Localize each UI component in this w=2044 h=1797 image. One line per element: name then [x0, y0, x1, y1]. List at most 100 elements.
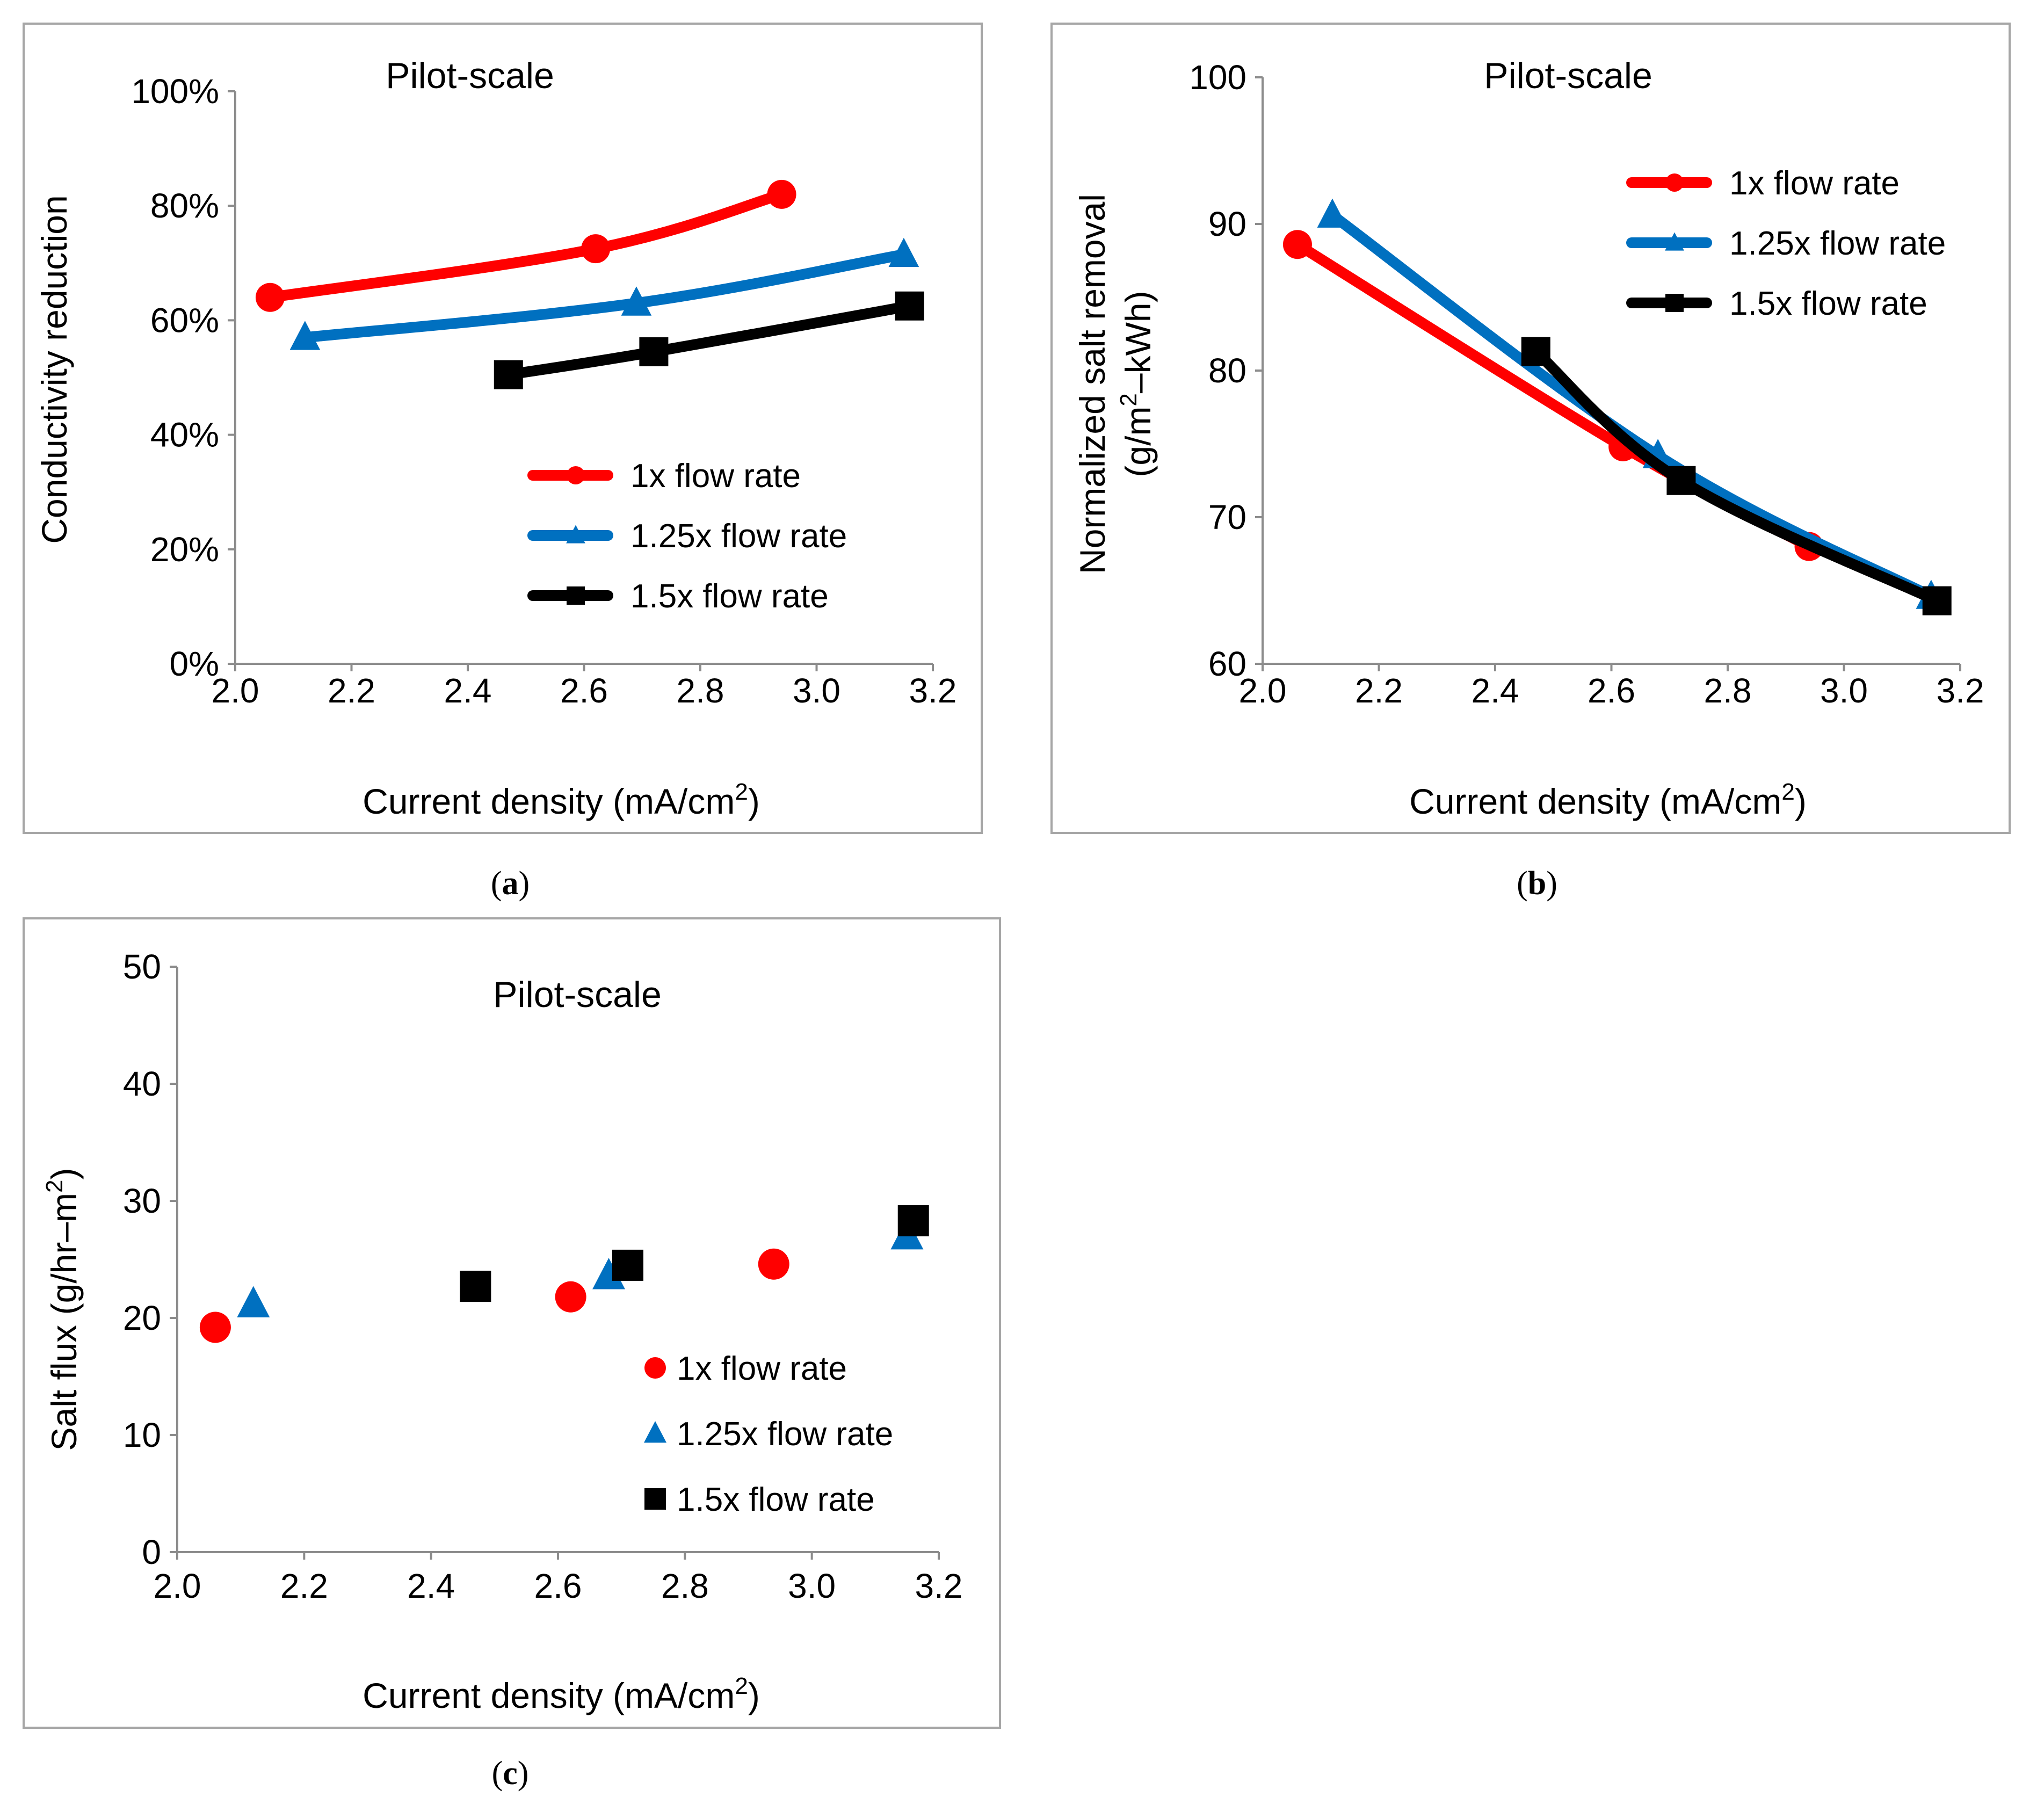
panel-c-series-0-point [758, 1248, 789, 1280]
panel-a-x-tick-label: 2.8 [677, 671, 724, 710]
panel-b-series-2-line [1530, 346, 1942, 606]
panel-b-y-tick-label: 100 [1189, 58, 1246, 97]
panel-b-series-1-point [1317, 198, 1348, 228]
panel-b-legend: 1x flow rate 1.25x flow rate 1.5x flow rat… [1626, 165, 1946, 322]
panel-c-x-tick-label: 2.4 [407, 1567, 455, 1605]
panel-a-series-1-point [888, 237, 919, 267]
panel-a-legend-2-marker [567, 586, 585, 605]
panel-b-series-0-point [1282, 230, 1312, 259]
panel-b-y-tick-label: 90 [1208, 205, 1246, 243]
panel-a-y-tick-label: 100% [131, 72, 219, 111]
panel-a-x-tick-label: 2.6 [560, 671, 608, 710]
panel-a-series-1-point [289, 321, 321, 350]
panel-b-title: Pilot-scale [1484, 55, 1652, 96]
panel-a-series-0-line [264, 189, 787, 303]
panel-b-series-2-point [1922, 586, 1952, 615]
panel-c-legend-0-marker [644, 1357, 666, 1379]
panel-c-xlabel: Current density (mA/cm2) [363, 1673, 760, 1715]
panel-a-y-tick-label: 60% [150, 301, 219, 339]
panel-a-y-tick-label: 40% [150, 416, 219, 454]
panel-c-caption: (c) [492, 1755, 529, 1792]
panel-a-title: Pilot-scale [386, 55, 554, 96]
panel-a-series-2-line [503, 300, 915, 380]
panel-c-series-1-point [237, 1286, 270, 1317]
panel-c-series-0-point [555, 1281, 586, 1313]
panel-c-x-tick-label: 2.8 [661, 1567, 709, 1605]
panel-a-legend-1-marker [566, 525, 585, 544]
panel-c-legend: 1x flow rate 1.25x flow rate 1.5x flow rat… [644, 1350, 893, 1518]
panel-b-x-tick-label: 2.4 [1472, 671, 1519, 710]
panel-b-ylabel-units: (g/m2–kWh) [1115, 291, 1158, 477]
panel-b-x-tick-label: 3.2 [1937, 671, 1984, 710]
panel-a-series-0-point [767, 179, 796, 209]
panel-a-legend-0-label: 1x flow rate [630, 458, 801, 495]
panel-c-legend-2-marker [644, 1488, 666, 1510]
panel-a-x-tick-label: 3.0 [793, 671, 840, 710]
panel-c-x-tick-label: 2.6 [534, 1567, 582, 1605]
panel-a-ylabel: Conductivity reduction [34, 195, 74, 544]
panel-c-legend-2-label: 1.5x flow rate [677, 1481, 875, 1518]
panel-a-x-tick-label: 3.2 [909, 671, 957, 710]
panel-a-series-0-point [581, 234, 611, 264]
panel-a-series-2-point [639, 337, 669, 367]
panel-c-y-tick-label: 10 [123, 1416, 161, 1454]
panel-c-title: Pilot-scale [493, 974, 662, 1015]
panel-b-legend-0-marker [1665, 173, 1684, 192]
panel-a: 2.0 2.2 2.4 2.6 2.8 3.0 3.20%20%40%60%80%100% … [23, 23, 983, 902]
panel-a-caption: (a) [491, 865, 530, 902]
panel-a-legend-2-label: 1.5x flow rate [630, 578, 829, 615]
panel-c-series-0-point [199, 1311, 231, 1343]
panel-c-x-tick-label: 2.0 [154, 1567, 201, 1605]
panel-b-y-tick-label: 60 [1208, 644, 1246, 683]
panel-a-xlabel: Current density (mA/cm2) [363, 779, 760, 821]
panel-c-axes [176, 967, 939, 1553]
panel-a-series-0-point [255, 282, 285, 312]
panel-a-x-tick-label: 2.0 [212, 671, 259, 710]
panel-c-series [199, 1205, 929, 1343]
panel-c-legend-1-label: 1.25x flow rate [677, 1416, 893, 1453]
panel-a-y-tick-label: 20% [150, 530, 219, 569]
panel-c-y-tick-label: 0 [142, 1533, 161, 1571]
panel-a-frame [23, 23, 983, 834]
panel-b: 2.0 2.2 2.4 2.6 2.8 3.0 3.2 60 70 80 90 100 1x flow… [1050, 23, 2011, 902]
panel-b-ticks: 2.0 2.2 2.4 2.6 2.8 3.0 3.2 60 70 80 90 100 [1189, 58, 1984, 710]
panel-b-x-tick-label: 2.8 [1704, 671, 1752, 710]
panel-a-ticks: 2.0 2.2 2.4 2.6 2.8 3.0 3.2 0% 20% 40% 60% 80% 100% [131, 72, 956, 710]
panel-c-series-2-point [460, 1271, 491, 1302]
panel-b-y-tick-label: 70 [1208, 498, 1246, 537]
panel-a-legend-1-label: 1.25x flow rate [630, 518, 847, 555]
panel-b-y-tick-label: 80 [1208, 351, 1246, 390]
panel-b-series-1-line [1327, 209, 1937, 602]
panel-b-series-2-point [1666, 466, 1696, 495]
panel-b-legend-2-label: 1.5x flow rate [1729, 285, 1927, 322]
panel-b-legend-1-marker [1665, 232, 1684, 251]
panel-b-series [1282, 198, 1952, 615]
panel-c-x-tick-label: 3.0 [788, 1567, 836, 1605]
panel-b-x-tick-label: 2.6 [1588, 671, 1635, 710]
panel-a-series-2-point [494, 360, 523, 389]
panel-c-legend-0-label: 1x flow rate [677, 1350, 847, 1387]
panel-a-series-1-point [621, 286, 652, 316]
panel-c-y-tick-label: 40 [123, 1064, 161, 1103]
panel-c-x-tick-label: 3.2 [915, 1567, 963, 1605]
panel-a-legend: 1x flow rate 1.25x flow rate 1.5x flow rat… [527, 458, 847, 615]
panel-b-legend-2-marker [1665, 294, 1684, 312]
panel-c-frame [23, 917, 1001, 1729]
panel-c-series-2-point [897, 1205, 929, 1237]
panel-a-series [255, 179, 924, 389]
panel-c-x-tick-label: 2.2 [280, 1567, 328, 1605]
panel-b-ylabel: Normalized salt removal [1072, 194, 1112, 574]
panel-a-y-tick-label: 0% [170, 644, 220, 683]
panel-c-legend-1-marker [644, 1421, 666, 1443]
panel-a-series-2-point [895, 291, 924, 321]
panel-b-caption: (b) [1517, 865, 1557, 902]
panel-c-ticks: 2.0 2.2 2.4 2.6 2.8 3.0 3.2 0 10 20 30 40 50 [123, 947, 963, 1605]
panel-a-x-tick-label: 2.2 [328, 671, 375, 710]
panel-c: 2.0 2.2 2.4 2.6 2.8 3.0 3.2 0 10 20 30 40 50 1x flow… [23, 917, 1001, 1792]
panel-b-xlabel: Current density (mA/cm2) [1409, 779, 1807, 821]
panel-b-x-tick-label: 3.0 [1820, 671, 1868, 710]
panel-b-x-tick-label: 2.0 [1239, 671, 1287, 710]
panel-b-series-2-point [1521, 337, 1550, 366]
panel-b-frame [1050, 23, 2011, 834]
